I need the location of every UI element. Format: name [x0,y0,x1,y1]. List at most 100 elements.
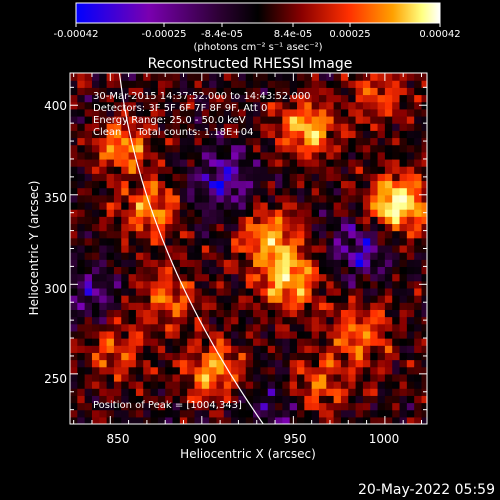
heatmap-cell [318,266,327,275]
heatmap-cell [216,395,225,404]
heatmap-cell [311,158,320,167]
heatmap-cell [106,216,115,225]
heatmap-cell [275,345,283,353]
heatmap-cell [209,187,218,196]
heatmap-cell [245,287,254,296]
heatmap-cell [238,295,247,303]
heatmap-cell [194,87,203,96]
heatmap-cell [421,402,427,411]
heatmap-cell [304,244,313,253]
heatmap-cell [128,130,137,139]
heatmap-cell [392,158,401,167]
heatmap-cell [340,158,349,167]
heatmap-cell [113,115,122,124]
heatmap-cell [253,237,261,246]
heatmap-cell [201,388,210,396]
heatmap-cell [355,388,364,396]
heatmap-cell [150,180,159,189]
colorbar-tick-label: 0.00042 [419,29,460,40]
heatmap-cell [377,302,386,310]
heatmap-cell [297,287,305,296]
heatmap-cell [311,216,320,225]
heatmap-cell [245,209,254,217]
heatmap-cell [355,108,364,117]
heatmap-cell [121,123,130,131]
heatmap-cell [209,130,218,139]
heatmap-cell [421,166,427,174]
heatmap-cell [406,388,415,396]
heatmap-cell [348,151,357,160]
heatmap-cell [238,166,247,174]
heatmap-cell [70,395,78,404]
heatmap-cell [304,151,313,160]
heatmap-cell [113,73,122,81]
heatmap-cell [333,302,342,310]
heatmap-cell [311,87,320,96]
heatmap-cell [91,137,100,146]
heatmap-cell [406,209,415,217]
heatmap-cell [201,115,210,124]
heatmap-cell [245,266,254,275]
heatmap-cell [392,280,401,289]
heatmap-cell [77,295,86,303]
heatmap-cell [91,230,100,239]
heatmap-cell [201,101,210,110]
heatmap-cell [150,108,159,117]
heatmap-cell [275,209,283,217]
heatmap-cell [326,101,335,110]
heatmap-cell [260,151,269,160]
heatmap-cell [355,73,364,81]
info-counts: Clean Total counts: 1.18E+04 [93,127,253,138]
heatmap-cell [216,151,225,160]
heatmap-cell [392,273,401,282]
heatmap-cell [179,273,188,282]
heatmap-cell [377,180,386,189]
heatmap-cell [143,345,152,353]
heatmap-cell [260,295,269,303]
heatmap-cell [238,73,247,81]
heatmap-cell [179,216,188,225]
heatmap-cell [260,87,269,96]
heatmap-cell [392,373,401,382]
heatmap-cell [333,130,342,139]
heatmap-cell [165,323,174,332]
heatmap-cell [165,194,174,203]
heatmap-cell [362,287,371,296]
heatmap-cell [377,87,386,96]
heatmap-cell [297,330,305,339]
heatmap-cell [135,223,144,232]
heatmap-cell [165,173,174,182]
heatmap-cell [333,388,342,396]
heatmap-cell [121,273,130,282]
heatmap-cell [201,151,210,160]
heatmap-cell [135,209,144,217]
heatmap-cell [99,416,108,424]
heatmap-cell [355,94,364,103]
heatmap-cell [421,381,427,389]
heatmap-cell [223,388,232,396]
heatmap-cell [406,373,415,382]
heatmap-cell [318,230,327,239]
heatmap-cell [348,338,357,346]
heatmap-cell [187,108,196,117]
heatmap-cell [135,94,144,103]
heatmap-cell [77,352,86,361]
heatmap-cell [70,381,78,389]
heatmap-cell [362,158,371,167]
heatmap-cell [267,115,276,124]
heatmap-cell [362,180,371,189]
heatmap-cell [414,123,423,131]
heatmap-cell [333,230,342,239]
heatmap-cell [209,373,218,382]
heatmap-cell [121,209,130,217]
heatmap-cell [267,187,276,196]
heatmap-cell [99,137,108,146]
heatmap-cell [289,115,298,124]
heatmap-cell [275,123,283,131]
heatmap-cell [231,287,240,296]
heatmap-cell [348,373,357,382]
heatmap-cell [128,94,137,103]
heatmap-cell [253,216,261,225]
heatmap-cell [128,287,137,296]
heatmap-cell [194,330,203,339]
